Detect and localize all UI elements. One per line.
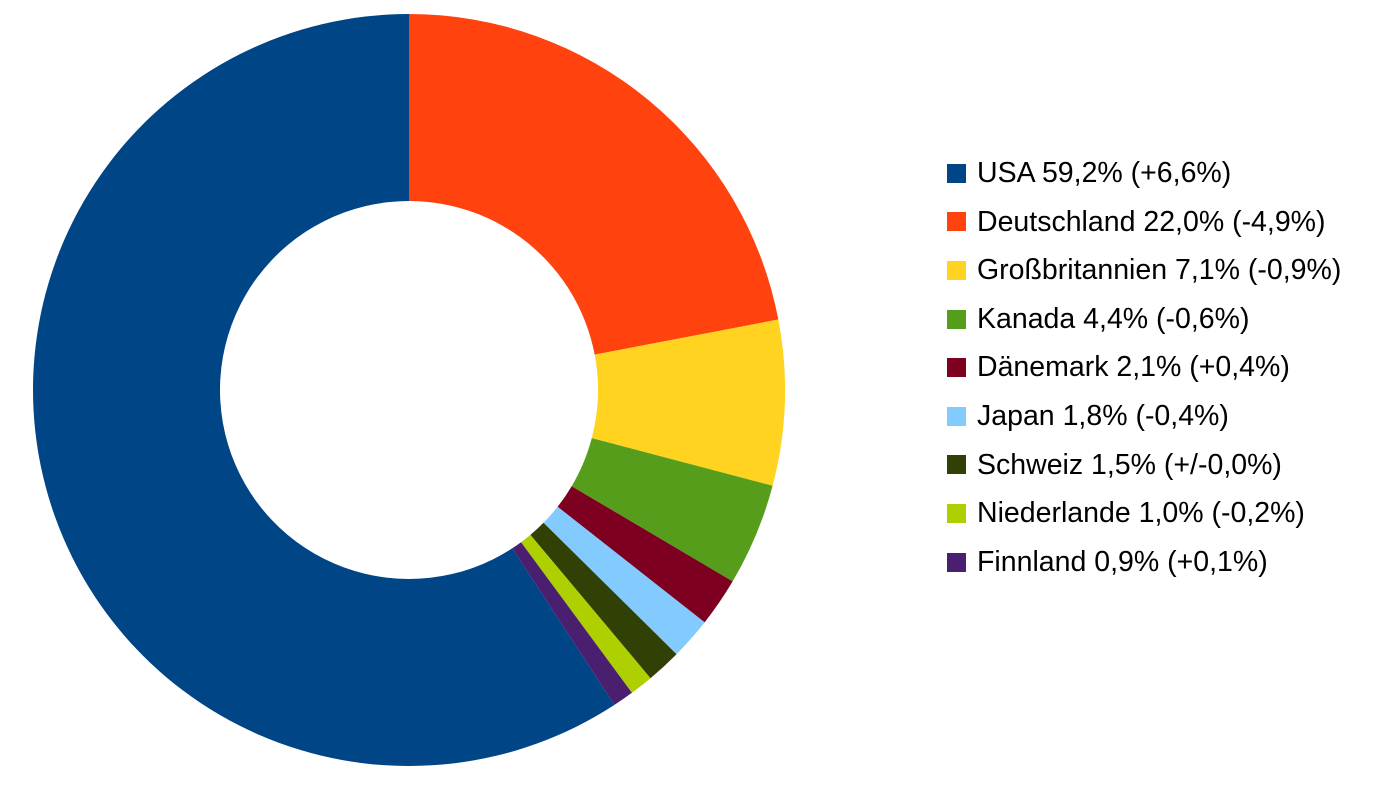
- legend-item-schweiz: Schweiz 1,5% (+/-0,0%): [947, 441, 1341, 490]
- legend-item-usa: USA 59,2% (+6,6%): [947, 149, 1341, 198]
- legend-swatch-deutschland: [947, 212, 966, 232]
- slice-daenemark: [557, 486, 733, 623]
- legend-item-daenemark: Dänemark 2,1% (+0,4%): [947, 343, 1341, 392]
- slice-finnland: [512, 542, 632, 705]
- slice-japan: [543, 506, 705, 655]
- legend-item-japan: Japan 1,8% (-0,4%): [947, 392, 1341, 441]
- legend-label-deutschland: Deutschland 22,0% (-4,9%): [977, 205, 1326, 238]
- legend-label-japan: Japan 1,8% (-0,4%): [977, 400, 1229, 433]
- legend-item-finnland: Finnland 0,9% (+0,1%): [947, 538, 1341, 587]
- legend-label-kanada: Kanada 4,4% (-0,6%): [977, 302, 1250, 335]
- legend-swatch-grossbritannien: [947, 260, 966, 280]
- slice-deutschland: [409, 14, 779, 355]
- legend-swatch-niederlande: [947, 503, 966, 523]
- slice-schweiz: [530, 522, 677, 679]
- legend-label-niederlande: Niederlande 1,0% (-0,2%): [977, 497, 1305, 530]
- slice-grossbritannien: [591, 319, 785, 486]
- slice-niederlande: [521, 534, 651, 693]
- legend-swatch-japan: [947, 406, 966, 426]
- legend-item-niederlande: Niederlande 1,0% (-0,2%): [947, 489, 1341, 538]
- legend-swatch-usa: [947, 163, 966, 183]
- legend-item-grossbritannien: Großbritannien 7,1% (-0,9%): [947, 246, 1341, 295]
- slice-usa: [32, 14, 615, 767]
- legend-item-kanada: Kanada 4,4% (-0,6%): [947, 295, 1341, 344]
- legend-item-deutschland: Deutschland 22,0% (-4,9%): [947, 198, 1341, 247]
- legend-label-schweiz: Schweiz 1,5% (+/-0,0%): [977, 448, 1282, 481]
- legend-label-usa: USA 59,2% (+6,6%): [977, 157, 1232, 190]
- legend-label-daenemark: Dänemark 2,1% (+0,4%): [977, 351, 1290, 384]
- legend-label-finnland: Finnland 0,9% (+0,1%): [977, 545, 1268, 578]
- legend-swatch-finnland: [947, 552, 966, 572]
- legend-swatch-kanada: [947, 309, 966, 329]
- slice-kanada: [571, 438, 773, 582]
- chart-legend: USA 59,2% (+6,6%) Deutschland 22,0% (-4,…: [947, 149, 1341, 586]
- legend-swatch-schweiz: [947, 455, 966, 475]
- legend-swatch-daenemark: [947, 358, 966, 378]
- donut-slices: [32, 14, 785, 767]
- legend-label-grossbritannien: Großbritannien 7,1% (-0,9%): [977, 254, 1342, 287]
